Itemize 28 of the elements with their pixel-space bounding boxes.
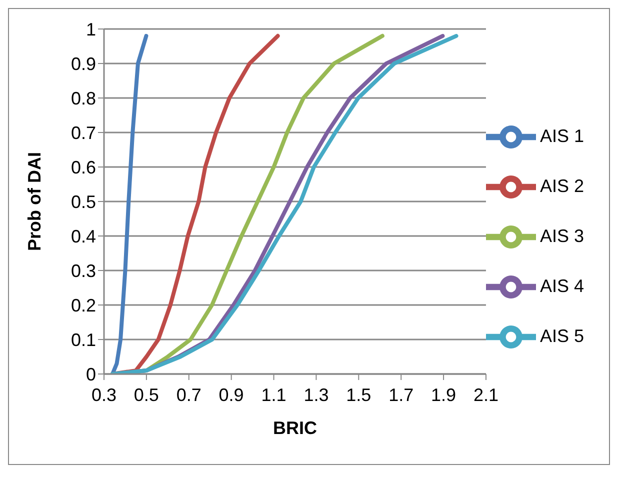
legend-label: AIS 1 [540,125,584,146]
x-tick-label: 0.9 [218,384,244,405]
y-tick-label: 0.8 [70,88,96,108]
x-tick-label: 1.1 [261,384,286,405]
x-tick-label: 2.1 [473,384,498,405]
line-series [110,34,148,374]
legend-label: AIS 2 [540,175,584,196]
y-tick-label: 0.2 [70,295,96,316]
y-tick-label: 0.5 [70,192,96,212]
x-tick-label: 1.5 [346,384,372,405]
x-tick-label: 0.7 [176,384,202,405]
legend-label: AIS 5 [540,325,584,346]
y-tick-label: 0 [86,364,96,384]
y-tick-label: 0.4 [70,226,96,246]
legend-label: AIS 3 [540,225,584,246]
x-axis-title: BRIC [272,418,317,438]
legend-label: AIS 4 [540,275,584,296]
y-axis-title: Prob of DAI [24,152,44,251]
y-tick-label: 1 [86,19,96,40]
x-tick-label: 1.9 [431,384,456,405]
x-tick-label: 1.7 [388,384,414,405]
y-tick-label: 0.1 [70,330,96,350]
y-tick-label: 0.3 [70,260,96,281]
y-tick-label: 0.6 [70,157,96,178]
y-tick-label: 0.7 [70,122,96,143]
y-tick-label: 0.9 [70,54,96,74]
x-tick-label: 0.5 [134,384,159,405]
x-tick-label: 1.3 [304,384,329,405]
